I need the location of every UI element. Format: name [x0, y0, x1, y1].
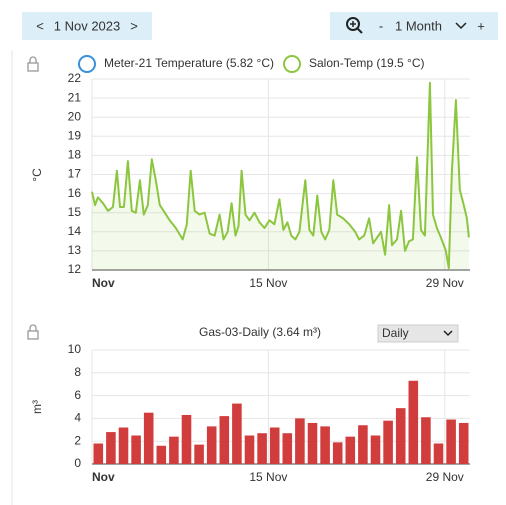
bar: [320, 426, 330, 464]
x-tick-label: 29 Nov: [426, 276, 464, 290]
y-tick-label: 13: [68, 243, 82, 257]
bar: [156, 445, 167, 464]
bar: [332, 442, 343, 464]
bar: [257, 433, 267, 464]
bar: [106, 432, 116, 464]
bar: [433, 443, 444, 464]
y-tick-label: 2: [74, 433, 81, 447]
area: [92, 82, 469, 270]
period-select[interactable]: 1 Month: [395, 18, 442, 33]
y-tick-label: 20: [68, 109, 82, 123]
bar: [370, 435, 381, 464]
y-axis-label: °C: [30, 168, 44, 182]
legend-marker[interactable]: [78, 55, 96, 73]
bar: [194, 444, 204, 464]
y-tick-label: 16: [68, 186, 82, 200]
bar: [421, 417, 431, 464]
bar: [131, 435, 141, 464]
y-tick-label: 22: [68, 71, 82, 85]
bar: [295, 418, 305, 464]
bar: [446, 419, 456, 464]
legend-marker[interactable]: [283, 55, 301, 73]
period-chevron[interactable]: [455, 22, 467, 30]
zoom-icon[interactable]: [346, 17, 363, 34]
zoom-out-button[interactable]: -: [379, 18, 383, 33]
x-tick-label: Nov: [92, 470, 115, 484]
bar: [408, 380, 419, 464]
next-button[interactable]: >: [130, 18, 138, 33]
bar: [219, 416, 230, 464]
y-tick-label: 12: [68, 262, 82, 276]
y-tick-label: 21: [68, 90, 82, 104]
bar: [93, 443, 104, 464]
y-tick-label: 4: [74, 411, 81, 425]
interval-chevron[interactable]: [443, 330, 453, 337]
legend-label[interactable]: Salon-Temp (19.5 °C): [309, 56, 425, 70]
line: [91, 81, 470, 270]
bar: [358, 425, 368, 464]
bar: [181, 414, 192, 464]
bar: [383, 420, 393, 464]
y-axis-label: m³: [30, 400, 44, 414]
bar: [232, 403, 242, 464]
lock-icon[interactable]: [27, 56, 39, 72]
bar: [169, 436, 179, 464]
y-tick-label: 15: [68, 205, 82, 219]
y-tick-label: 17: [68, 167, 82, 181]
bar: [269, 427, 280, 464]
y-tick-label: 0: [74, 456, 81, 470]
bar: [206, 426, 217, 464]
x-tick-label: 15 Nov: [249, 470, 287, 484]
bar: [143, 412, 154, 464]
y-tick-label: 10: [68, 342, 82, 356]
chart-title: Gas-03-Daily (3.64 m³): [199, 325, 321, 339]
y-tick-label: 6: [74, 388, 81, 402]
prev-button[interactable]: <: [36, 18, 44, 33]
y-tick-label: 14: [68, 224, 82, 238]
interval-select-label[interactable]: Daily: [382, 326, 409, 340]
bar: [282, 433, 293, 464]
bar: [458, 422, 469, 464]
legend-label[interactable]: Meter-21 Temperature (5.82 °C): [104, 56, 274, 70]
bar: [307, 422, 318, 464]
bar: [345, 436, 356, 464]
interval-select[interactable]: [377, 324, 459, 343]
x-tick-label: Nov: [92, 276, 115, 290]
y-tick-label: 19: [68, 128, 82, 142]
bar: [395, 408, 406, 464]
y-tick-label: 8: [74, 365, 81, 379]
zoom-in-button[interactable]: +: [477, 18, 485, 33]
y-tick-label: 18: [68, 148, 82, 162]
date-box: [22, 12, 152, 40]
x-tick-label: 15 Nov: [249, 276, 287, 290]
x-tick-label: 29 Nov: [426, 470, 464, 484]
bar: [244, 435, 255, 464]
date-label: 1 Nov 2023: [54, 18, 121, 33]
bar: [118, 427, 129, 464]
lock-icon[interactable]: [27, 324, 39, 340]
